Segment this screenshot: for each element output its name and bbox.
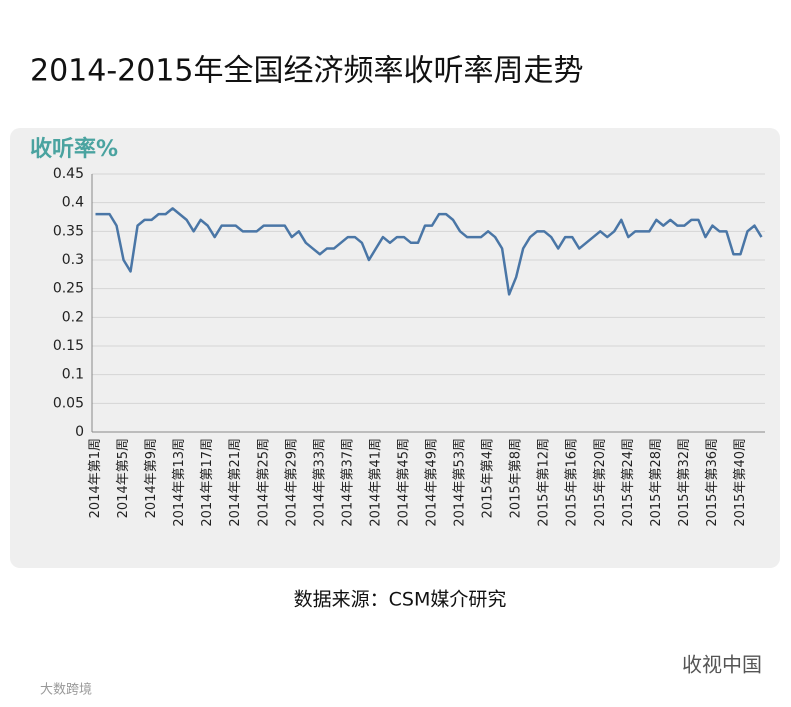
x-tick-label: 2014年第5周 (116, 438, 131, 518)
x-tick-label: 2015年第4周 (481, 438, 496, 518)
source-note: 数据来源：CSM媒介研究 (294, 589, 507, 611)
x-tick-label: 2015年第28周 (649, 438, 664, 527)
y-tick-label: 0.25 (53, 281, 84, 297)
corner-logo: 大数跨境 (40, 683, 92, 698)
x-tick-label: 2014年第49周 (425, 438, 440, 527)
x-tick-label: 2014年第25周 (256, 438, 271, 527)
x-tick-label: 2014年第41周 (368, 438, 383, 527)
x-tick-label: 2014年第33周 (312, 438, 327, 527)
chart-panel (10, 128, 780, 568)
x-tick-label: 2015年第16周 (565, 438, 580, 527)
y-axis-label: 收听率% (30, 136, 118, 162)
x-tick-label: 2014年第13周 (172, 438, 187, 527)
x-tick-label: 2015年第40周 (733, 438, 748, 527)
x-tick-label: 2014年第53周 (453, 438, 468, 527)
x-tick-label: 2015年第12周 (537, 438, 552, 527)
x-tick-label: 2014年第9周 (144, 438, 159, 518)
y-tick-label: 0.35 (53, 223, 84, 239)
x-tick-label: 2014年第29周 (284, 438, 299, 527)
y-tick-label: 0 (75, 424, 84, 440)
page-title: 2014-2015年全国经济频率收听率周走势 (30, 54, 584, 89)
y-tick-label: 0.2 (62, 309, 84, 325)
x-tick-label: 2014年第45周 (396, 438, 411, 527)
x-tick-label: 2014年第21周 (228, 438, 243, 527)
x-tick-label: 2015年第24周 (621, 438, 636, 527)
x-tick-label: 2015年第36周 (705, 438, 720, 527)
x-tick-label: 2014年第1周 (88, 438, 103, 518)
y-tick-label: 0.3 (62, 252, 84, 268)
y-tick-label: 0.05 (53, 395, 84, 411)
x-tick-label: 2014年第37周 (340, 438, 355, 527)
y-tick-label: 0.1 (62, 367, 84, 383)
x-tick-label: 2014年第17周 (200, 438, 215, 527)
plot: 0 0.05 0.1 0.15 0.2 0.25 0.3 0.35 0.4 0.45 2014年第1… (53, 166, 765, 527)
data-line (95, 207, 763, 296)
y-tick-label: 0.4 (62, 195, 84, 211)
y-tick-label: 0.15 (53, 338, 84, 354)
x-tick-label: 2015年第8周 (509, 438, 524, 518)
watermark: 收视中国 (682, 653, 762, 677)
x-tick-label: 2015年第32周 (677, 438, 692, 527)
x-tick-label: 2015年第20周 (593, 438, 608, 527)
y-tick-label: 0.45 (53, 166, 84, 182)
